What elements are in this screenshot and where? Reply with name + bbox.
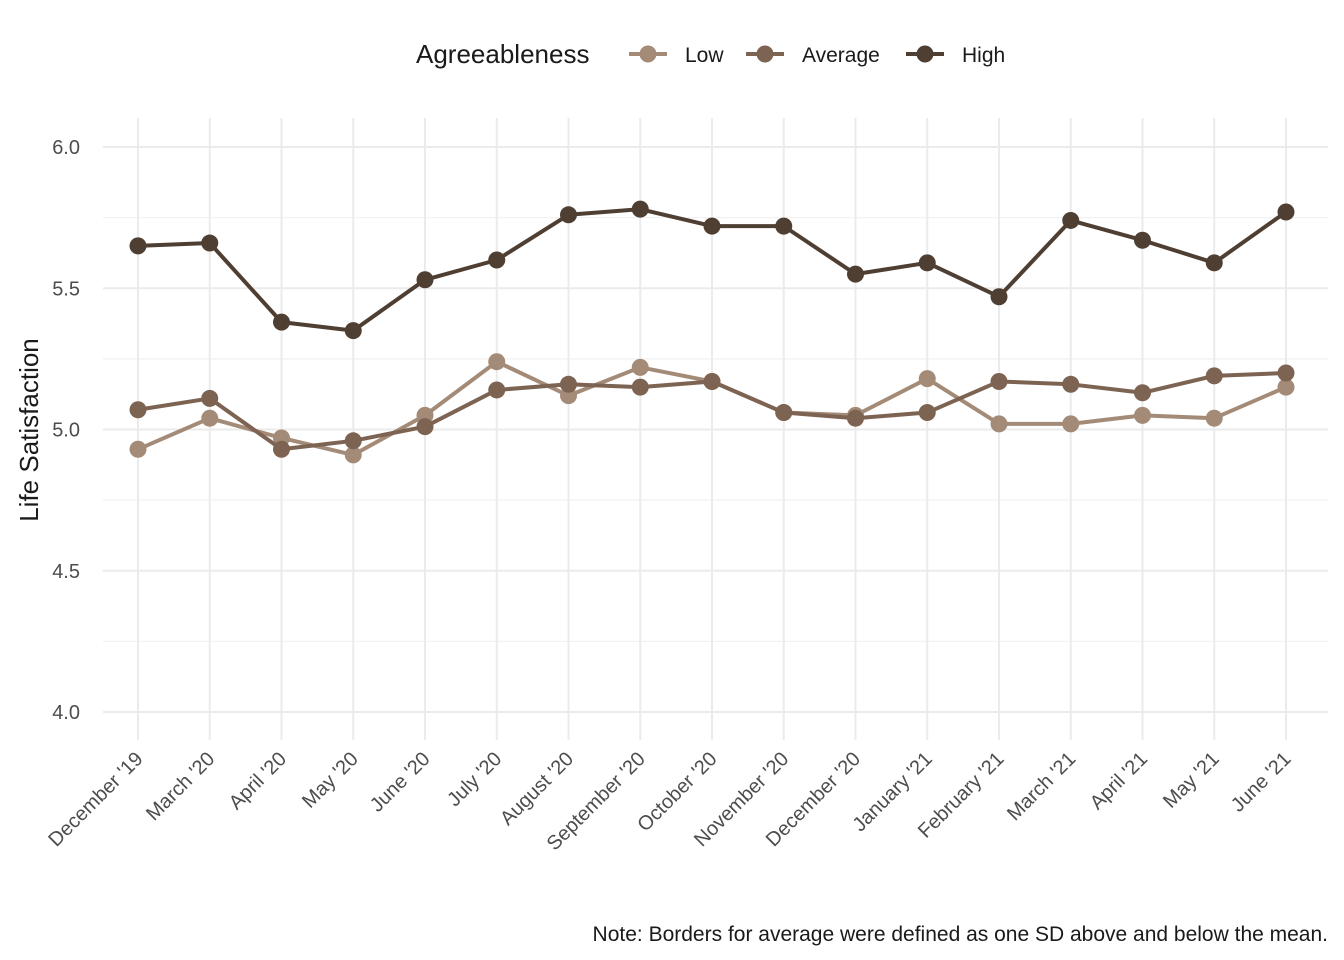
- data-point: [488, 251, 506, 269]
- data-point: [344, 446, 362, 464]
- data-point: [201, 409, 219, 427]
- data-point: [1134, 231, 1151, 249]
- x-tick-label: March '20: [142, 748, 219, 825]
- data-point: [918, 254, 936, 272]
- x-tick-label: April '20: [225, 748, 291, 814]
- data-point: [416, 271, 434, 289]
- legend-item-low: Low: [629, 44, 724, 67]
- data-point: [1062, 375, 1080, 393]
- data-point: [918, 370, 936, 388]
- data-point: [129, 401, 147, 419]
- data-point: [918, 404, 936, 422]
- legend-key-point: [639, 45, 657, 63]
- x-tick-label: May '20: [298, 748, 363, 813]
- x-tick-label: July '20: [443, 748, 506, 811]
- legend-item-high: High: [906, 44, 1005, 67]
- legend-label: High: [962, 44, 1005, 67]
- y-axis: 4.0 4.5 5.0 5.5 6.0: [52, 137, 80, 724]
- data-point: [1205, 254, 1223, 272]
- data-point: [1277, 203, 1295, 221]
- y-tick-label: 5.5: [52, 278, 80, 300]
- data-point: [775, 404, 793, 422]
- data-point: [560, 375, 577, 393]
- y-tick-label: 4.0: [52, 702, 80, 724]
- data-point: [129, 237, 147, 255]
- data-point: [990, 288, 1008, 306]
- data-point: [847, 265, 864, 283]
- data-point: [703, 217, 721, 235]
- data-point: [631, 358, 649, 376]
- x-tick-label: April '21: [1086, 748, 1152, 814]
- legend-label: Low: [685, 44, 724, 67]
- x-tick-label: March '21: [1003, 748, 1080, 825]
- data-point: [1205, 367, 1223, 385]
- data-point: [703, 372, 721, 390]
- chart-caption: Note: Borders for average were defined a…: [593, 923, 1328, 946]
- legend-title: Agreeableness: [416, 39, 589, 69]
- data-point: [775, 217, 793, 235]
- data-point: [1134, 384, 1151, 402]
- data-point: [201, 389, 219, 407]
- data-point: [1134, 406, 1151, 424]
- legend-key-point: [756, 45, 774, 63]
- data-point: [847, 409, 864, 427]
- grid: [103, 118, 1328, 740]
- y-tick-label: 5.0: [52, 420, 80, 442]
- data-point: [990, 372, 1008, 390]
- data-point: [273, 440, 290, 458]
- legend-key-point: [916, 45, 934, 63]
- data-point: [560, 206, 577, 224]
- legend-item-average: Average: [746, 44, 880, 67]
- data-point: [344, 322, 362, 340]
- legend: Agreeableness Low Average High: [416, 39, 1005, 69]
- data-point: [1277, 364, 1295, 382]
- x-tick-label: December '19: [44, 748, 147, 851]
- data-point: [344, 432, 362, 450]
- data-point: [488, 381, 506, 399]
- data-point: [416, 418, 434, 436]
- data-point: [1205, 409, 1223, 427]
- data-point: [488, 353, 506, 371]
- x-tick-label: June '20: [366, 748, 435, 817]
- data-point: [273, 313, 290, 331]
- data-point: [631, 200, 649, 218]
- data-point: [129, 440, 147, 458]
- y-axis-title: Life Satisfaction: [14, 338, 44, 522]
- data-point: [201, 234, 219, 252]
- series-layer: [129, 200, 1295, 464]
- data-point: [1062, 211, 1080, 229]
- x-tick-label: May '21: [1159, 748, 1224, 813]
- data-point: [1062, 415, 1080, 433]
- data-point: [990, 415, 1008, 433]
- series-average: [129, 364, 1295, 458]
- y-tick-label: 4.5: [52, 561, 80, 583]
- data-point: [631, 378, 649, 396]
- x-tick-label: June '21: [1227, 748, 1296, 817]
- data-point: [1277, 378, 1295, 396]
- y-tick-label: 6.0: [52, 137, 80, 159]
- legend-label: Average: [802, 44, 880, 67]
- series-high: [129, 200, 1295, 340]
